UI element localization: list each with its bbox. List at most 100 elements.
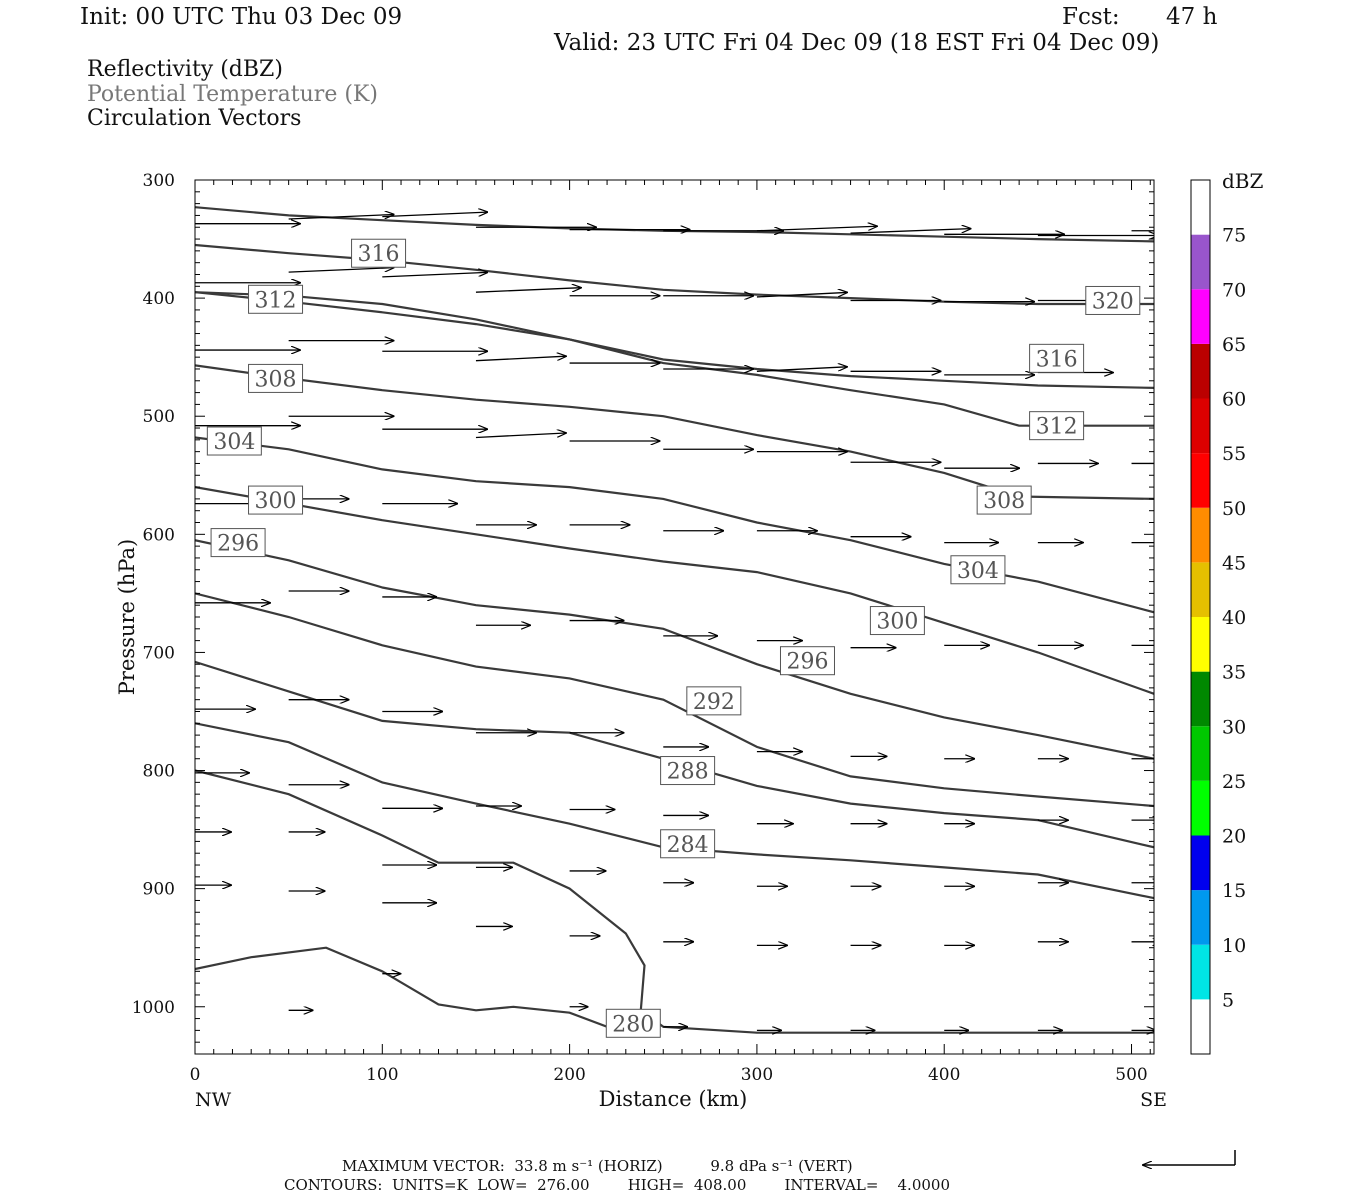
circulation-vector (288, 214, 394, 220)
colorbar-segment (1191, 453, 1210, 508)
colorbar-segment (1191, 234, 1210, 290)
colorbar-segment (1191, 999, 1210, 1054)
forecast-label: Fcst: (1062, 4, 1120, 30)
circulation-vector (756, 292, 847, 298)
theta-contour-312 (195, 291, 1154, 427)
colorbar-segment (1191, 617, 1210, 672)
colorbar-segment (1191, 835, 1210, 891)
contour-label: 304 (213, 430, 255, 455)
contour-label: 304 (957, 559, 999, 584)
colorbar-label: 30 (1222, 716, 1246, 738)
contour-label: 288 (667, 760, 709, 785)
x-end-label-se: SE (1140, 1089, 1167, 1111)
y-tick-label: 400 (143, 289, 175, 309)
contour-label: 316 (1036, 347, 1078, 372)
colorbar-segment (1191, 343, 1210, 399)
colorbar-segment (1191, 398, 1210, 454)
colorbar-frame (1190, 179, 1211, 1055)
contour-label-box (869, 606, 925, 636)
colorbar-label: 20 (1222, 826, 1246, 848)
y-tick-label: 900 (143, 880, 175, 900)
colorbar-segment (1191, 671, 1210, 727)
theta-contour-284 (195, 769, 1154, 1034)
contours-note: CONTOURS: UNITS=K LOW= 276.00 HIGH= 408.… (284, 1176, 950, 1194)
theta-contour-308 (195, 436, 1154, 614)
contour-label-box (248, 485, 304, 515)
colorbar-segment (1191, 944, 1210, 1000)
theta-contour-296 (195, 592, 1154, 808)
colorbar-label: 15 (1222, 880, 1246, 902)
circulation-vector (475, 288, 581, 293)
colorbar-label: 75 (1222, 225, 1246, 247)
colorbar-segment (1191, 289, 1210, 344)
contour-label: 312 (1036, 415, 1078, 440)
contour-label: 292 (693, 690, 735, 715)
contour-label-box (210, 528, 266, 558)
theta-contour-320 (195, 206, 1154, 243)
theta-contour-316 (195, 291, 1154, 389)
x-tick-label: 500 (1115, 1065, 1147, 1085)
contour-label-box (1029, 343, 1085, 373)
init-time: Init: 00 UTC Thu 03 Dec 09 (80, 4, 403, 30)
colorbar-label: 10 (1222, 935, 1246, 957)
theta-contour-300 (195, 539, 1154, 760)
theta-contour-304 (195, 486, 1154, 695)
colorbar-segment (1191, 780, 1210, 836)
circulation-vector (288, 268, 394, 273)
colorbar-title: dBZ (1222, 169, 1264, 193)
x-axis-label: Distance (km) (599, 1087, 748, 1111)
valid-time: Valid: 23 UTC Fri 04 Dec 09 (18 EST Fri … (554, 30, 1160, 56)
contour-label-box (976, 485, 1032, 515)
colorbar-label: 70 (1222, 279, 1246, 301)
x-tick-label: 0 (190, 1065, 201, 1085)
contour-label: 308 (983, 489, 1025, 514)
contour-label: 312 (255, 288, 297, 313)
circulation-vector (756, 226, 877, 232)
plot-frame (194, 179, 1155, 1055)
colorbar-label: 5 (1222, 989, 1234, 1011)
contour-label: 300 (876, 610, 918, 635)
colorbar-label: 55 (1222, 443, 1246, 465)
contour-label-box (248, 284, 304, 314)
reference-vector-icon (1143, 1150, 1236, 1165)
colorbar-label: 65 (1222, 334, 1246, 356)
y-axis-label: Pressure (hPa) (115, 539, 139, 695)
x-tick-label: 200 (553, 1065, 585, 1085)
theta-contour-292 (195, 660, 1154, 849)
contour-label: 316 (358, 242, 400, 267)
contour-label: 296 (217, 532, 259, 557)
legend-circulation-vectors: Circulation Vectors (87, 106, 302, 131)
colorbar-label: 45 (1222, 552, 1246, 574)
legend-potential-temperature: Potential Temperature (K) (87, 82, 378, 107)
x-tick-label: 300 (741, 1065, 773, 1085)
x-tick-label: 100 (366, 1065, 398, 1085)
circulation-vector (382, 212, 487, 218)
x-end-label-nw: NW (195, 1089, 232, 1111)
colorbar-label: 25 (1222, 771, 1246, 793)
contour-label-box (686, 686, 742, 716)
y-tick-label: 600 (143, 525, 175, 545)
theta-contour-288 (195, 722, 1154, 900)
circulation-vector (850, 229, 971, 234)
colorbar-label: 35 (1222, 662, 1246, 684)
circulation-vector (382, 272, 487, 278)
colorbar-label: 60 (1222, 389, 1246, 411)
circulation-vector (475, 433, 566, 439)
contour-label-box (206, 426, 262, 456)
colorbar-segment (1191, 890, 1210, 945)
contour-label: 300 (255, 489, 297, 514)
y-tick-label: 800 (143, 762, 175, 782)
forecast-hour: 47 h (1166, 4, 1218, 30)
y-tick-label: 1000 (132, 998, 175, 1018)
maximum-vector-note: MAXIMUM VECTOR: 33.8 m s⁻¹ (HORIZ) 9.8 d… (342, 1157, 853, 1175)
legend-reflectivity: Reflectivity (dBZ) (87, 57, 283, 82)
contour-label: 280 (612, 1012, 654, 1037)
contour-label-box (779, 646, 835, 676)
contour-label-box (351, 238, 407, 268)
contour-label: 308 (255, 367, 297, 392)
theta-contour-312 (195, 364, 1154, 500)
circulation-vector (475, 356, 566, 362)
colorbar-segment (1191, 726, 1210, 781)
contour-label-box (1085, 285, 1141, 315)
